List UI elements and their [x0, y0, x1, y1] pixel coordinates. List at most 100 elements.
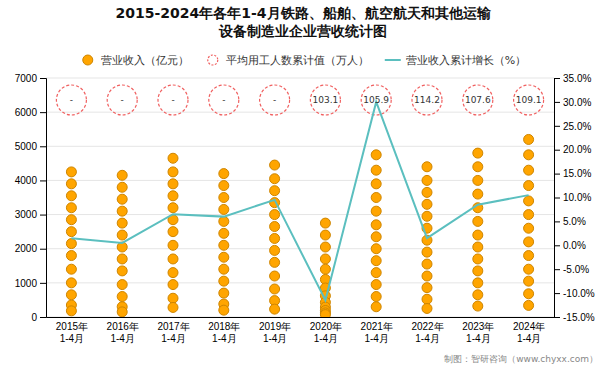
coin	[168, 302, 178, 312]
chart: 2015-2024年各年1-4月铁路、船舶、航空航天和其他运输设备制造业企业营收…	[0, 0, 606, 367]
coin	[168, 293, 178, 303]
coin	[524, 276, 534, 286]
coin	[270, 160, 280, 170]
worker-ring	[310, 85, 340, 115]
coin	[371, 244, 381, 254]
coin	[117, 230, 127, 240]
coin	[524, 210, 534, 220]
tick-mark	[554, 198, 560, 199]
coin	[371, 193, 381, 203]
coin	[524, 289, 534, 299]
coin	[117, 254, 127, 264]
coin	[473, 254, 483, 264]
coin	[219, 169, 229, 179]
tick-label: 10.0%	[563, 192, 591, 203]
tick-label-line: 2022年	[411, 321, 443, 332]
tick-label-line: 1-4月	[263, 333, 287, 344]
coin	[168, 280, 178, 290]
coin	[473, 230, 483, 240]
tick: 2017年1-4月	[157, 321, 189, 344]
tick-label-line: 2015年	[56, 321, 88, 332]
coin	[219, 305, 229, 315]
tick-mark	[40, 146, 46, 147]
tick: 25.0%	[554, 121, 591, 132]
tick-label: 4000	[15, 175, 38, 186]
coin	[524, 196, 534, 206]
tick-label-line: 1-4月	[314, 333, 338, 344]
coin	[168, 240, 178, 250]
tick-label: 1000	[15, 278, 38, 289]
coin	[66, 203, 76, 213]
coin	[168, 167, 178, 177]
coin	[117, 307, 127, 317]
coin	[524, 165, 534, 175]
worker-ring	[361, 85, 391, 115]
coin	[371, 232, 381, 242]
tick-mark	[554, 221, 560, 222]
coin	[66, 179, 76, 189]
coin	[473, 266, 483, 276]
tick-label: 0	[31, 312, 37, 323]
tick-label: 2023年1-4月	[462, 321, 494, 344]
coin	[524, 251, 534, 261]
tick: 2015年1-4月	[56, 321, 88, 344]
tick: 2023年1-4月	[462, 321, 494, 344]
tick-mark	[554, 245, 560, 246]
coin	[66, 239, 76, 249]
legend-item: 营业收入（亿元）	[83, 54, 189, 67]
tick-label-line: 1-4月	[60, 333, 84, 344]
growth-line	[71, 102, 528, 300]
coin	[219, 264, 229, 274]
legend-label: 平均用工人数累计值（万人）	[226, 54, 369, 67]
coin	[524, 150, 534, 160]
coin	[320, 230, 330, 240]
tick-label: 2016年1-4月	[107, 321, 139, 344]
legend-symbol	[208, 55, 218, 65]
coin	[168, 179, 178, 189]
tick-mark	[40, 112, 46, 113]
coin	[524, 223, 534, 233]
coin	[473, 175, 483, 185]
data-label: 105.9	[363, 95, 389, 105]
tick-label-line: 2021年	[361, 321, 393, 332]
tick: 0.0%	[554, 240, 586, 251]
coin	[168, 153, 178, 163]
coin	[371, 165, 381, 175]
coin	[422, 199, 432, 209]
tick: 35.0%	[554, 73, 591, 84]
tick-label: 2015年1-4月	[56, 321, 88, 344]
coin	[320, 264, 330, 274]
worker-ring	[56, 85, 86, 115]
tick-label-line: 1-4月	[364, 333, 388, 344]
coin	[270, 257, 280, 267]
data-label: 109.1	[516, 95, 542, 105]
coin	[371, 179, 381, 189]
coin	[168, 191, 178, 201]
tick-label: 15.0%	[563, 168, 591, 179]
grid	[46, 78, 554, 317]
axis-line	[40, 79, 47, 318]
tick: 0	[31, 312, 46, 323]
coin	[270, 245, 280, 255]
data-label: -	[171, 95, 174, 105]
y-axis: 01000200030004000500060007000	[15, 73, 47, 323]
coin	[168, 268, 178, 278]
tick-mark	[554, 102, 560, 103]
coin	[168, 227, 178, 237]
coin	[168, 203, 178, 213]
tick-label-line: 1-4月	[415, 333, 439, 344]
data-label: 103.1	[313, 95, 339, 105]
tick-mark	[554, 126, 560, 127]
tick: 20.0%	[554, 144, 591, 155]
tick-label-line: 2024年	[513, 321, 545, 332]
tick-label-line: 1-4月	[161, 333, 185, 344]
tick-label-line: 1-4月	[517, 333, 541, 344]
tick-label: 2024年1-4月	[513, 321, 545, 344]
tick: 2000	[15, 243, 46, 254]
tick-label: 2019年1-4月	[259, 321, 291, 344]
coin	[422, 283, 432, 293]
coin	[219, 181, 229, 191]
worker-ring	[463, 85, 493, 115]
coin	[219, 276, 229, 286]
coin	[117, 170, 127, 180]
